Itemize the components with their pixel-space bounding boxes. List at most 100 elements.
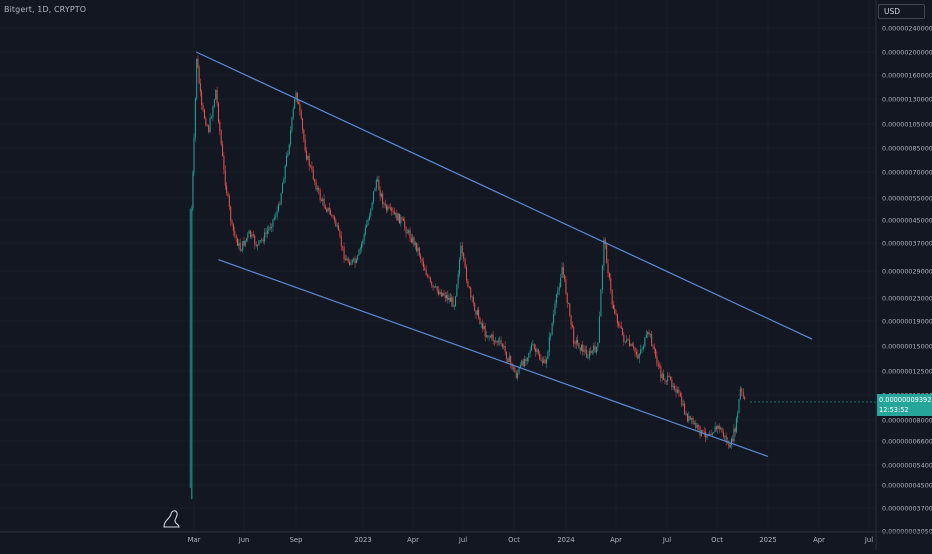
x-tick-label: 2024 — [557, 536, 574, 544]
candle-body — [442, 292, 444, 297]
candle-body — [573, 327, 575, 344]
candle-body — [722, 432, 724, 437]
candle-body — [340, 236, 342, 247]
candle-body — [377, 179, 379, 181]
candle-body — [370, 208, 372, 216]
candle-body — [279, 204, 281, 206]
candle-body — [659, 365, 661, 367]
candle-body — [232, 223, 234, 232]
candle-body — [483, 325, 485, 329]
candle-body — [642, 346, 644, 349]
candle-body — [379, 189, 381, 197]
candle-body — [364, 227, 366, 235]
candle-body — [511, 363, 513, 369]
candle-body — [223, 156, 225, 170]
candle-body — [216, 89, 218, 104]
candle-body — [645, 334, 647, 338]
candle-body — [380, 193, 382, 197]
candle-body — [239, 242, 241, 251]
y-tick-label: 0.000000550000 — [882, 194, 932, 202]
candle-body — [728, 441, 730, 448]
candle-body — [202, 104, 204, 110]
candle-body — [203, 109, 205, 119]
candle-body — [569, 303, 571, 316]
candle-body — [349, 261, 351, 266]
candle-body — [404, 220, 406, 228]
candle-body — [276, 210, 278, 217]
candle-body — [433, 286, 435, 288]
candle-body — [288, 144, 290, 154]
candle-body — [638, 353, 640, 359]
x-tick-label: 2023 — [354, 536, 371, 544]
candle-body — [725, 435, 727, 443]
candle-body — [296, 92, 298, 103]
candle-body — [378, 179, 380, 190]
y-tick-label: 0.000001600000 — [882, 71, 932, 79]
candle-body — [391, 207, 393, 211]
candle-body — [344, 259, 346, 261]
candle-body — [211, 117, 212, 119]
candle-body — [405, 227, 407, 234]
candle-body — [339, 230, 341, 237]
candle-body — [199, 83, 201, 92]
candle-body — [692, 417, 694, 424]
candle-body — [331, 215, 333, 216]
tradingview-logo-icon[interactable] — [163, 510, 180, 528]
time-axis[interactable]: Mar Jun Sep 2023 Apr Jul Oct 2024 Apr Jul Oct 2025 A… — [0, 531, 932, 544]
candle-body — [699, 426, 701, 436]
candle-body — [703, 431, 705, 433]
candle-body — [709, 433, 711, 435]
candle-body — [443, 292, 445, 296]
candle-body — [656, 356, 658, 364]
candle-body — [464, 258, 466, 267]
candle-body — [678, 389, 680, 393]
candle-body — [551, 322, 553, 335]
candle-body — [212, 107, 214, 118]
candle-body — [243, 241, 245, 246]
candle-body — [500, 340, 502, 345]
candle-body — [702, 430, 704, 432]
candle-body — [347, 258, 349, 262]
candle-body — [343, 246, 345, 260]
candle-body — [627, 339, 629, 341]
candle-body — [250, 230, 251, 238]
candle-body — [300, 111, 302, 119]
candle-body — [328, 207, 330, 211]
candle-body — [432, 285, 434, 288]
candle-body — [660, 366, 662, 379]
candle-body — [493, 340, 495, 342]
candle-body — [254, 235, 256, 245]
candle-body — [193, 137, 195, 173]
candle-body — [724, 435, 726, 437]
price-axis[interactable]: 0.000002400000 0.000002000000 0.0000016000… — [875, 0, 932, 550]
trendlines[interactable] — [195, 51, 876, 458]
candle-body — [496, 340, 498, 343]
candle-body — [626, 339, 628, 342]
candle-body — [451, 297, 453, 302]
candle-body — [224, 169, 226, 186]
x-tick-label: Jun — [238, 536, 250, 544]
x-tick-label: Mar — [188, 536, 201, 544]
candle-body — [710, 433, 712, 436]
candle-body — [663, 374, 665, 380]
candle-body — [665, 380, 667, 382]
candle-body — [578, 342, 580, 349]
candle-body — [359, 248, 361, 251]
candle-body — [612, 304, 614, 309]
candle-body — [307, 156, 309, 160]
currency-button[interactable]: USD — [878, 4, 925, 19]
candle-body — [591, 350, 593, 354]
candle-body — [326, 209, 328, 212]
candle-body — [671, 379, 673, 388]
candle-body — [346, 258, 348, 261]
candle-body — [579, 348, 581, 351]
candle-body — [302, 118, 304, 130]
y-tick-label: 0.000000290000 — [882, 267, 932, 275]
candle-body — [386, 205, 388, 211]
candle-body — [362, 240, 364, 244]
candle-body — [367, 219, 369, 225]
candle-body — [475, 310, 477, 315]
x-tick-label: Apr — [407, 536, 419, 544]
